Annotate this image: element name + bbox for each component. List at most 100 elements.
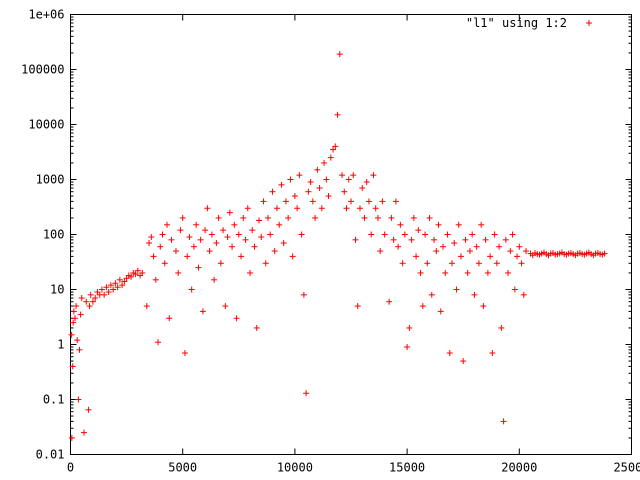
data-point	[448, 260, 455, 267]
legend: "l1" using 1:2	[466, 16, 592, 30]
data-point	[231, 221, 238, 228]
data-point	[247, 269, 254, 276]
y-axis: 0.01 0.1 1 10 100 1000 10000 100000 1e+06	[21, 8, 632, 462]
data-point	[251, 243, 258, 250]
data-point	[451, 240, 458, 247]
data-point	[298, 231, 305, 238]
data-point	[368, 231, 375, 238]
data-point	[473, 243, 480, 250]
data-point	[374, 214, 381, 221]
data-point	[509, 231, 516, 238]
data-point	[114, 284, 121, 291]
data-point	[175, 269, 182, 276]
y-tick-label: 10	[50, 283, 64, 297]
data-point	[516, 243, 523, 250]
data-point	[431, 236, 438, 243]
data-point	[426, 214, 433, 221]
data-point	[285, 214, 292, 221]
y-tick-label: 0.01	[36, 448, 65, 462]
data-point	[413, 253, 420, 260]
y-tick-label: 10000	[28, 118, 64, 132]
data-point	[226, 209, 233, 216]
data-point	[220, 227, 227, 234]
data-point	[267, 231, 274, 238]
data-point	[74, 337, 81, 344]
data-point	[428, 291, 435, 298]
data-point	[500, 418, 507, 425]
data-point	[406, 324, 413, 331]
data-point	[336, 51, 343, 58]
x-tick-label: 5000	[168, 461, 197, 475]
data-point	[150, 253, 157, 260]
data-point	[440, 243, 447, 250]
data-point	[415, 227, 422, 234]
data-point	[502, 236, 509, 243]
data-point	[208, 231, 215, 238]
legend-marker	[586, 20, 592, 26]
data-point	[264, 214, 271, 221]
y-tick-label: 0.1	[43, 393, 65, 407]
data-point	[70, 319, 77, 326]
data-point	[146, 240, 153, 247]
data-point	[255, 217, 262, 224]
data-point	[520, 291, 527, 298]
data-point	[107, 282, 114, 289]
data-point	[377, 248, 384, 255]
data-point	[199, 308, 206, 315]
data-point	[87, 291, 94, 298]
data-point	[424, 260, 431, 267]
data-points	[68, 51, 608, 441]
data-point	[493, 260, 500, 267]
data-point	[244, 205, 251, 212]
data-point	[478, 221, 485, 228]
data-point	[475, 260, 482, 267]
plot-frame	[70, 14, 632, 455]
data-point	[390, 236, 397, 243]
y-tick-label: 1000	[36, 173, 65, 187]
data-point	[148, 234, 155, 241]
data-point	[523, 248, 530, 255]
y-tick-label: 1	[57, 338, 64, 352]
data-point	[339, 172, 346, 179]
data-point	[442, 269, 449, 276]
data-point	[289, 253, 296, 260]
data-point	[325, 193, 332, 200]
data-point	[309, 198, 316, 205]
data-point	[505, 269, 512, 276]
data-point	[280, 240, 287, 247]
data-point	[273, 205, 280, 212]
data-point	[460, 358, 467, 365]
data-point	[419, 303, 426, 310]
data-point	[240, 214, 247, 221]
data-point	[77, 311, 84, 318]
data-point	[204, 205, 211, 212]
data-point	[318, 205, 325, 212]
data-point	[435, 221, 442, 228]
data-point	[480, 303, 487, 310]
legend-label: "l1" using 1:2	[466, 16, 567, 30]
data-point	[184, 253, 191, 260]
data-point	[253, 324, 260, 331]
data-point	[70, 308, 77, 315]
data-point	[233, 315, 240, 322]
data-point	[514, 253, 521, 260]
data-point	[487, 253, 494, 260]
data-point	[78, 295, 85, 302]
data-point	[163, 221, 170, 228]
data-point	[105, 289, 112, 296]
data-point	[354, 303, 361, 310]
data-point	[159, 231, 166, 238]
data-point	[235, 231, 242, 238]
data-point	[166, 315, 173, 322]
data-point	[321, 159, 328, 166]
data-point	[260, 198, 267, 205]
data-point	[103, 284, 110, 291]
data-point	[507, 248, 514, 255]
data-point	[372, 205, 379, 212]
data-point	[75, 396, 82, 403]
data-point	[181, 350, 188, 357]
data-point	[211, 276, 218, 283]
data-point	[386, 298, 393, 305]
x-tick-label: 20000	[501, 461, 537, 475]
